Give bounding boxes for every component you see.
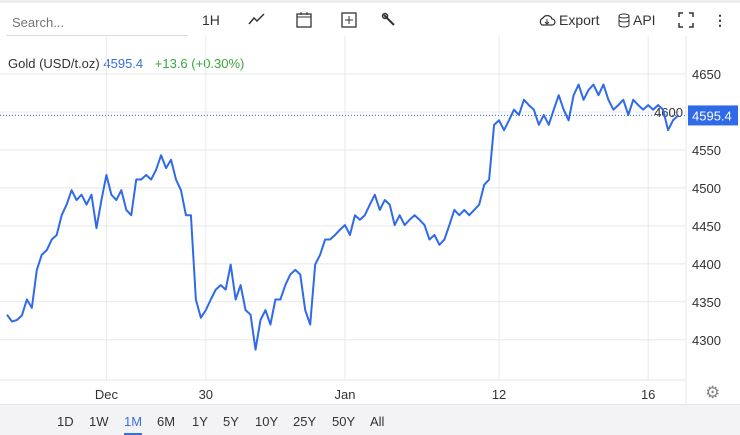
y-tick-label: 4550 xyxy=(692,143,721,158)
price-line xyxy=(6,83,679,351)
x-tick-label: 12 xyxy=(492,387,506,402)
api-label: API xyxy=(633,12,656,28)
more-menu-icon[interactable]: ⋮ xyxy=(713,12,727,28)
toolbar: 1H Export API ⋮ xyxy=(0,0,740,36)
range-button-6m[interactable]: 6M xyxy=(157,414,176,429)
last-price-label: 4595.4 xyxy=(692,108,732,123)
y-tick-label: 4300 xyxy=(692,333,721,348)
cloud-download-icon xyxy=(539,15,556,26)
wrench-icon[interactable] xyxy=(381,12,397,28)
calendar-icon[interactable] xyxy=(296,12,312,28)
search-input[interactable] xyxy=(6,9,188,36)
database-icon xyxy=(618,13,630,27)
legend-change: +13.6 (+0.30%) xyxy=(154,56,245,71)
export-button[interactable]: Export xyxy=(538,12,599,28)
chart-type-icon[interactable] xyxy=(248,12,266,26)
legend-price: 4595.4 xyxy=(103,56,144,71)
range-button-1d[interactable]: 1D xyxy=(57,414,74,429)
range-button-5y[interactable]: 5Y xyxy=(223,414,239,429)
settings-gear-icon[interactable]: ⚙ xyxy=(705,383,721,402)
range-button-50y[interactable]: 50Y xyxy=(332,414,356,429)
y-tick-label: 4650 xyxy=(692,67,721,82)
y-tick-label: 4450 xyxy=(692,219,721,234)
y-tick-label: 4350 xyxy=(692,295,721,310)
x-tick-label: Jan xyxy=(335,387,356,402)
y-tick-label: 4600 xyxy=(654,105,683,120)
y-tick-label: 4500 xyxy=(692,181,721,196)
chart-legend: Gold (USD/t.oz) 4595.4 +13.6 (+0.30%) xyxy=(8,56,244,71)
x-tick-label: 30 xyxy=(199,387,213,402)
range-button-1w[interactable]: 1W xyxy=(89,414,109,429)
x-tick-label: Dec xyxy=(95,387,119,402)
y-tick-label: 4400 xyxy=(692,257,721,272)
export-label: Export xyxy=(559,12,600,28)
add-indicator-icon[interactable] xyxy=(341,12,357,28)
fullscreen-icon[interactable] xyxy=(678,12,694,28)
range-button-25y[interactable]: 25Y xyxy=(293,414,317,429)
last-price-badge xyxy=(688,105,738,126)
interval-button[interactable]: 1H xyxy=(202,12,220,28)
price-chart[interactable]: 4650 4600 4550 4500 4450 4400 4350 4300 Dec 30 Jan… xyxy=(0,36,740,404)
range-button-1y[interactable]: 1Y xyxy=(192,414,208,429)
range-selector: 1D 1W 1M 6M 1Y 5Y 10Y 25Y 50Y All xyxy=(0,404,740,435)
api-button[interactable]: API xyxy=(618,12,656,28)
instrument-name: Gold (USD/t.oz) xyxy=(8,56,100,71)
x-tick-label: 16 xyxy=(641,387,655,402)
range-button-all[interactable]: All xyxy=(370,414,385,429)
range-button-10y[interactable]: 10Y xyxy=(255,414,279,429)
range-button-1m[interactable]: 1M xyxy=(124,414,143,435)
